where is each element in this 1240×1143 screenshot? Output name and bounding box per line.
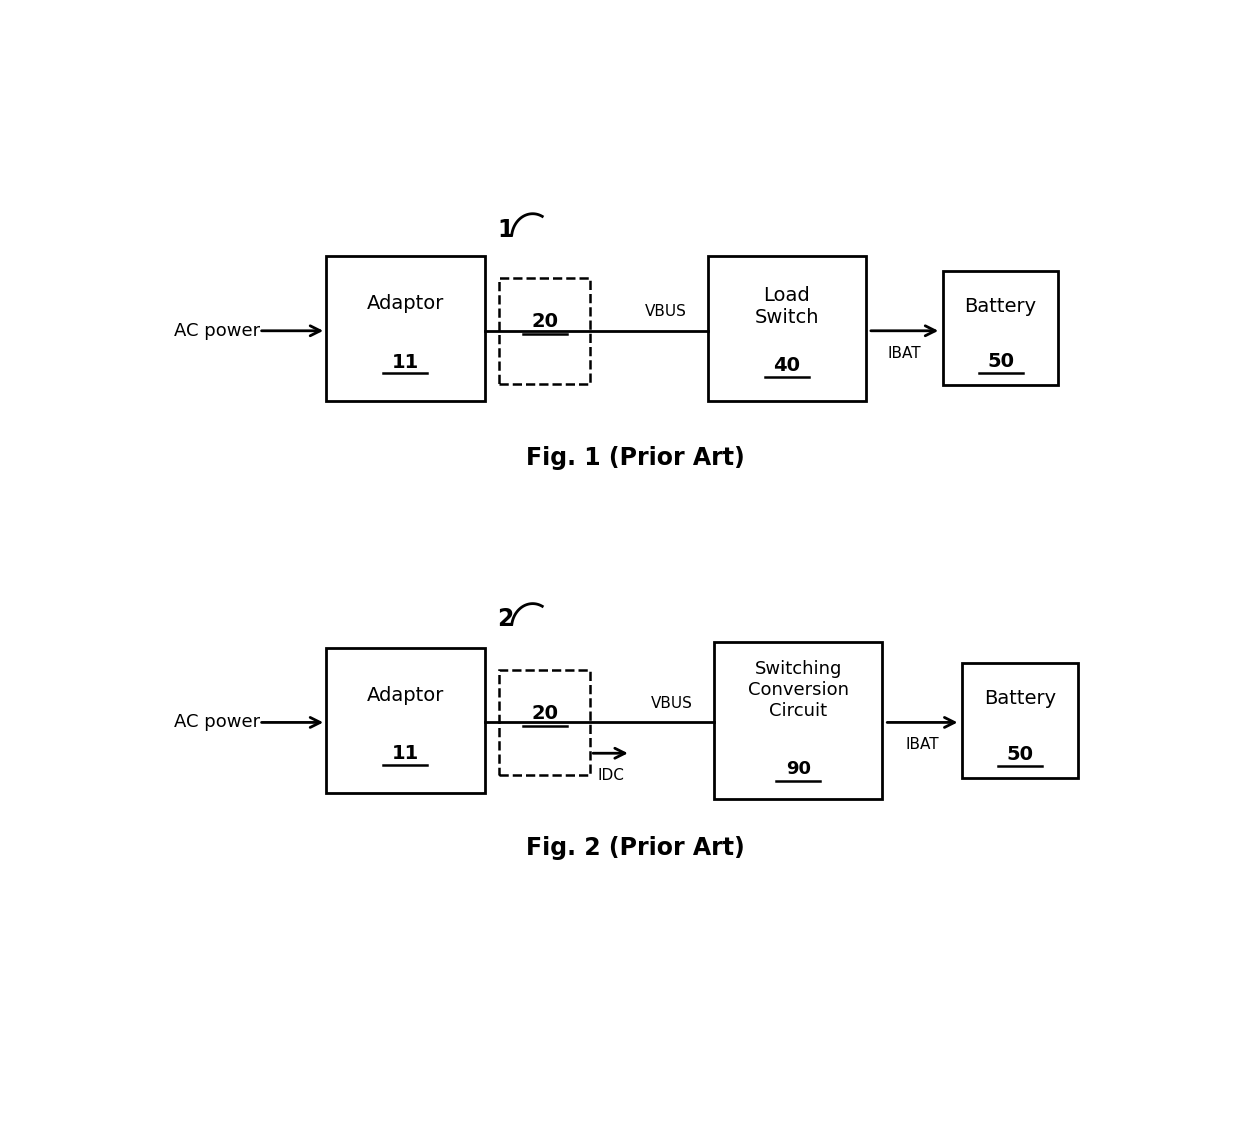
Text: 50: 50 <box>987 352 1014 371</box>
Text: 40: 40 <box>774 357 800 375</box>
Bar <box>498 278 590 384</box>
Text: AC power: AC power <box>175 322 260 339</box>
Text: IDC: IDC <box>598 768 624 783</box>
Text: 1: 1 <box>497 217 513 241</box>
Text: 50: 50 <box>1007 744 1033 764</box>
Text: 11: 11 <box>392 744 419 764</box>
Text: 11: 11 <box>392 352 419 371</box>
Bar <box>962 663 1078 778</box>
Text: Load
Switch: Load Switch <box>755 286 820 327</box>
Text: Switching
Conversion
Circuit: Switching Conversion Circuit <box>748 660 849 720</box>
Bar <box>326 648 485 793</box>
Bar <box>708 256 866 401</box>
Text: 20: 20 <box>531 704 558 724</box>
Text: IBAT: IBAT <box>905 737 939 752</box>
Text: Adaptor: Adaptor <box>367 295 444 313</box>
Text: 20: 20 <box>531 312 558 331</box>
Text: 2: 2 <box>497 607 513 631</box>
Text: Fig. 1 (Prior Art): Fig. 1 (Prior Art) <box>526 447 745 471</box>
Text: AC power: AC power <box>175 713 260 732</box>
Text: 90: 90 <box>786 760 811 778</box>
Text: VBUS: VBUS <box>645 304 687 319</box>
Text: Battery: Battery <box>983 689 1056 709</box>
Text: VBUS: VBUS <box>651 696 693 711</box>
Text: Battery: Battery <box>965 297 1037 315</box>
Bar <box>498 670 590 775</box>
Text: Adaptor: Adaptor <box>367 686 444 705</box>
Text: IBAT: IBAT <box>888 345 921 361</box>
Bar <box>942 271 1058 385</box>
Text: Fig. 2 (Prior Art): Fig. 2 (Prior Art) <box>526 837 745 861</box>
Bar <box>714 642 883 799</box>
Bar <box>326 256 485 401</box>
